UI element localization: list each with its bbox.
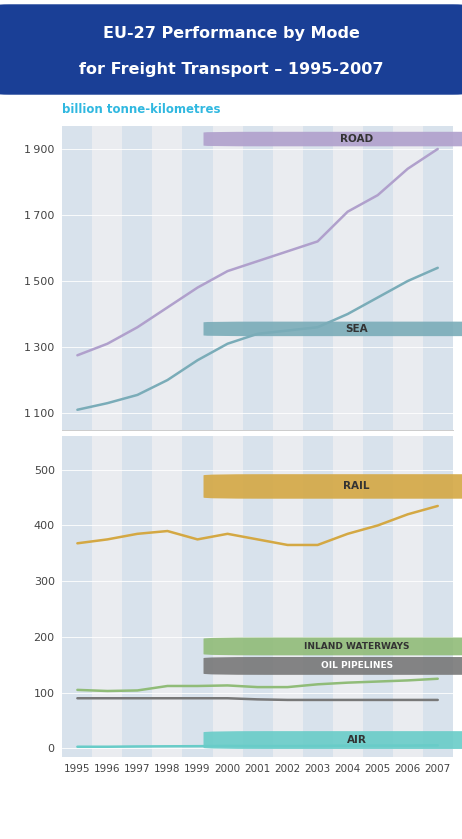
Bar (273, 436, 303, 757)
Bar (363, 436, 393, 757)
Bar (92, 126, 122, 430)
Bar (62, 126, 92, 430)
Bar (213, 126, 243, 430)
Text: RAIL: RAIL (343, 482, 370, 492)
Text: AIR: AIR (346, 735, 367, 745)
Bar (122, 126, 152, 430)
FancyBboxPatch shape (204, 731, 462, 749)
FancyBboxPatch shape (204, 657, 462, 675)
Text: billion tonne-kilometres: billion tonne-kilometres (62, 102, 221, 116)
Text: INLAND WATERWAYS: INLAND WATERWAYS (304, 642, 409, 651)
Bar (182, 436, 213, 757)
Text: ROAD: ROAD (340, 134, 373, 144)
Bar (333, 436, 363, 757)
Bar (303, 436, 333, 757)
FancyBboxPatch shape (204, 132, 462, 146)
Bar (423, 436, 453, 757)
Bar (243, 436, 273, 757)
FancyBboxPatch shape (204, 638, 462, 655)
FancyBboxPatch shape (204, 321, 462, 336)
FancyBboxPatch shape (0, 4, 462, 95)
Bar (243, 126, 273, 430)
Bar (393, 126, 423, 430)
Bar (273, 126, 303, 430)
Bar (92, 436, 122, 757)
Text: for Freight Transport – 1995-2007: for Freight Transport – 1995-2007 (79, 62, 383, 76)
Text: OIL PIPELINES: OIL PIPELINES (321, 661, 393, 670)
Bar (303, 126, 333, 430)
Text: SEA: SEA (346, 324, 368, 334)
Bar (393, 436, 423, 757)
Text: EU-27 Performance by Mode: EU-27 Performance by Mode (103, 25, 359, 40)
Bar (182, 126, 213, 430)
FancyBboxPatch shape (204, 474, 462, 498)
Bar (333, 126, 363, 430)
Bar (152, 126, 182, 430)
Bar (363, 126, 393, 430)
Bar (213, 436, 243, 757)
Bar (122, 436, 152, 757)
Bar (152, 436, 182, 757)
Bar (423, 126, 453, 430)
Bar (62, 436, 92, 757)
